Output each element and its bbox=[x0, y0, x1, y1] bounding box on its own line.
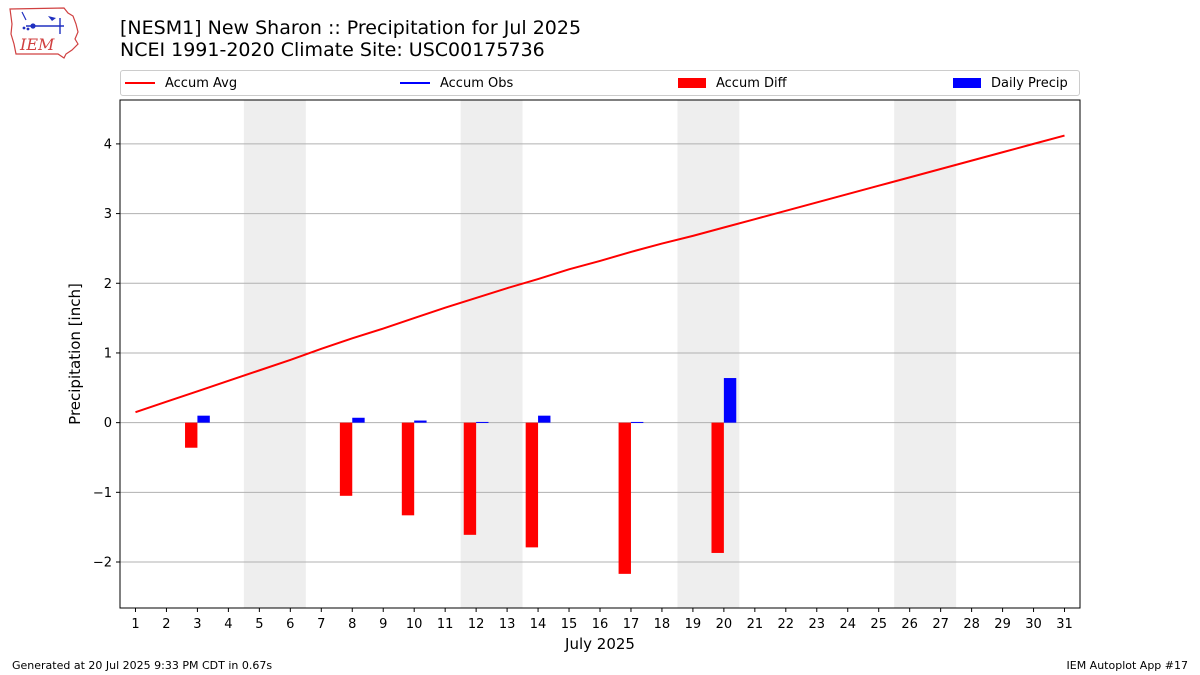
chart-title: [NESM1] New Sharon :: Precipitation for … bbox=[120, 17, 582, 39]
daily-precip-bar bbox=[197, 415, 210, 423]
x-tick-label: 22 bbox=[778, 617, 795, 632]
accum-diff-bar bbox=[618, 422, 631, 574]
daily-precip-bar bbox=[352, 417, 365, 423]
legend-swatch-accum-diff bbox=[678, 78, 706, 88]
x-tick-label: 1 bbox=[131, 617, 139, 632]
accum-diff-bar bbox=[401, 422, 415, 516]
x-tick-label: 13 bbox=[499, 617, 516, 632]
x-tick-label: 6 bbox=[286, 617, 294, 632]
logo-text: IEM bbox=[19, 35, 55, 54]
x-tick-label: 15 bbox=[561, 617, 578, 632]
x-tick-label: 10 bbox=[406, 617, 423, 632]
footer-app: IEM Autoplot App #17 bbox=[1066, 659, 1189, 672]
x-tick-label: 12 bbox=[468, 617, 485, 632]
legend-item-accum-avg: Accum Avg bbox=[125, 71, 237, 95]
x-tick-label: 5 bbox=[255, 617, 263, 632]
x-tick-label: 4 bbox=[224, 617, 232, 632]
y-tick-label: 2 bbox=[104, 277, 112, 292]
x-tick-label: 3 bbox=[193, 617, 201, 632]
x-tick-label: 18 bbox=[654, 617, 671, 632]
x-tick-label: 21 bbox=[747, 617, 764, 632]
accum-diff-bar bbox=[339, 422, 353, 496]
accum-diff-bar bbox=[463, 422, 477, 535]
chart-subtitle: NCEI 1991-2020 Climate Site: USC00175736 bbox=[120, 39, 545, 61]
legend-item-daily-precip: Daily Precip bbox=[953, 71, 1068, 95]
y-tick-label: 4 bbox=[104, 137, 112, 152]
legend-swatch-accum-avg bbox=[125, 82, 155, 84]
accum-avg-line bbox=[135, 134, 1065, 414]
weekend-band bbox=[243, 100, 306, 608]
x-tick-label: 25 bbox=[870, 617, 887, 632]
y-tick-label: 0 bbox=[104, 416, 112, 431]
daily-precip-bar bbox=[723, 378, 737, 423]
legend-label: Accum Diff bbox=[716, 75, 787, 91]
accum-diff-bar bbox=[185, 422, 198, 448]
x-tick-label: 11 bbox=[437, 617, 454, 632]
accum-diff-bar bbox=[525, 422, 539, 548]
weekend-band bbox=[894, 100, 957, 608]
footer-generated: Generated at 20 Jul 2025 9:33 PM CDT in … bbox=[12, 659, 273, 672]
x-tick-label: 2 bbox=[162, 617, 170, 632]
legend-item-accum-obs: Accum Obs bbox=[400, 71, 513, 95]
x-tick-label: 20 bbox=[716, 617, 733, 632]
legend-label: Accum Avg bbox=[165, 75, 238, 91]
x-tick-label: 9 bbox=[379, 617, 387, 632]
x-tick-label: 14 bbox=[530, 617, 547, 632]
x-tick-label: 29 bbox=[994, 617, 1011, 632]
x-tick-label: 7 bbox=[317, 617, 325, 632]
x-tick-label: 16 bbox=[592, 617, 609, 632]
daily-precip-bar bbox=[414, 420, 427, 423]
daily-precip-bar bbox=[476, 421, 489, 423]
x-tick-label: 27 bbox=[932, 617, 949, 632]
x-tick-label: 17 bbox=[623, 617, 640, 632]
daily-precip-bar bbox=[538, 415, 551, 423]
x-tick-label: 19 bbox=[685, 617, 702, 632]
y-tick-label: −2 bbox=[93, 556, 112, 571]
y-axis-label: Precipitation [inch] bbox=[66, 283, 84, 425]
y-tick-label: −1 bbox=[93, 486, 112, 501]
x-tick-label: 31 bbox=[1056, 617, 1073, 632]
accum-diff-bar bbox=[711, 422, 724, 553]
x-tick-label: 24 bbox=[839, 617, 856, 632]
x-axis-label: July 2025 bbox=[564, 635, 635, 653]
legend-item-accum-diff: Accum Diff bbox=[678, 71, 787, 95]
iem-logo: IEM bbox=[9, 7, 79, 59]
daily-precip-bar bbox=[630, 421, 644, 423]
x-tick-label: 26 bbox=[901, 617, 918, 632]
legend-label: Daily Precip bbox=[991, 75, 1068, 91]
weekend-band bbox=[677, 100, 740, 608]
legend: Accum Avg Accum Obs Accum Diff Daily Pre… bbox=[120, 70, 1080, 96]
x-tick-label: 8 bbox=[348, 617, 356, 632]
legend-swatch-accum-obs bbox=[400, 82, 430, 84]
y-tick-label: 1 bbox=[104, 346, 112, 361]
x-tick-label: 30 bbox=[1025, 617, 1042, 632]
legend-label: Accum Obs bbox=[440, 75, 514, 91]
legend-swatch-daily-precip bbox=[953, 78, 981, 88]
x-tick-label: 28 bbox=[963, 617, 980, 632]
y-tick-label: 3 bbox=[104, 207, 112, 222]
x-tick-label: 23 bbox=[809, 617, 826, 632]
